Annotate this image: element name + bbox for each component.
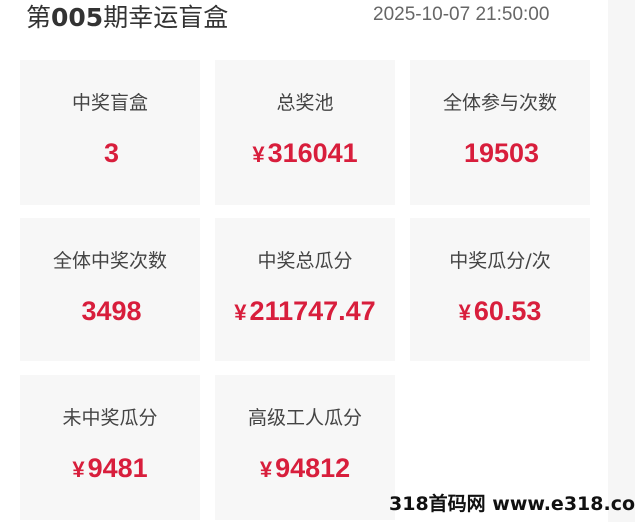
- stat-label: 全体中奖次数: [52, 250, 167, 272]
- stat-card: 未中奖瓜分 ¥9481: [20, 375, 200, 520]
- currency-symbol: ¥: [234, 300, 247, 325]
- stat-card: 高级工人瓜分 ¥94812: [215, 375, 395, 520]
- stat-card: 中奖瓜分/次 ¥60.53: [410, 218, 590, 361]
- stat-value: 3498: [20, 296, 200, 327]
- stat-label: 高级工人瓜分: [247, 407, 362, 429]
- currency-symbol: ¥: [259, 457, 273, 482]
- currency-symbol: ¥: [458, 300, 471, 325]
- stat-card: 中奖盲盒 3: [20, 60, 200, 205]
- draw-datetime: 2025-10-07 21:50:00: [373, 4, 550, 25]
- stat-label: 总奖池: [276, 92, 334, 114]
- stat-value: ¥316041: [215, 138, 395, 169]
- stat-number: 60.53: [473, 296, 542, 326]
- stat-number: 94812: [275, 453, 351, 483]
- stat-number: 211747.47: [249, 296, 376, 326]
- stat-label: 未中奖瓜分: [62, 407, 158, 429]
- page-title: 第005期幸运盲盒: [26, 3, 229, 32]
- stat-number: 9481: [87, 453, 148, 483]
- stat-label: 全体参与次数: [442, 92, 557, 114]
- stat-value: ¥60.53: [410, 296, 590, 327]
- stat-card: 全体参与次数 19503: [410, 60, 590, 205]
- stat-card: 全体中奖次数 3498: [20, 218, 200, 361]
- stat-label: 中奖盲盒: [71, 92, 148, 114]
- stat-value: ¥211747.47: [215, 296, 395, 327]
- scrollbar-track: [608, 0, 635, 522]
- watermark: 318首码网 www.e318.com: [389, 493, 635, 515]
- stat-label: 中奖瓜分/次: [449, 250, 551, 272]
- currency-symbol: ¥: [72, 457, 85, 482]
- stat-label: 中奖总瓜分: [257, 250, 353, 272]
- stat-number: 316041: [267, 138, 358, 168]
- stat-card: 中奖总瓜分 ¥211747.47: [215, 218, 395, 361]
- stat-number: 19503: [463, 138, 540, 168]
- stat-number: 3: [103, 138, 120, 168]
- stat-value: ¥9481: [20, 453, 200, 484]
- stat-card: 总奖池 ¥316041: [215, 60, 395, 205]
- stat-value: ¥94812: [215, 453, 395, 484]
- stat-value: 19503: [410, 138, 590, 169]
- stat-number: 3498: [81, 296, 142, 326]
- stat-value: 3: [20, 138, 200, 169]
- currency-symbol: ¥: [252, 142, 265, 167]
